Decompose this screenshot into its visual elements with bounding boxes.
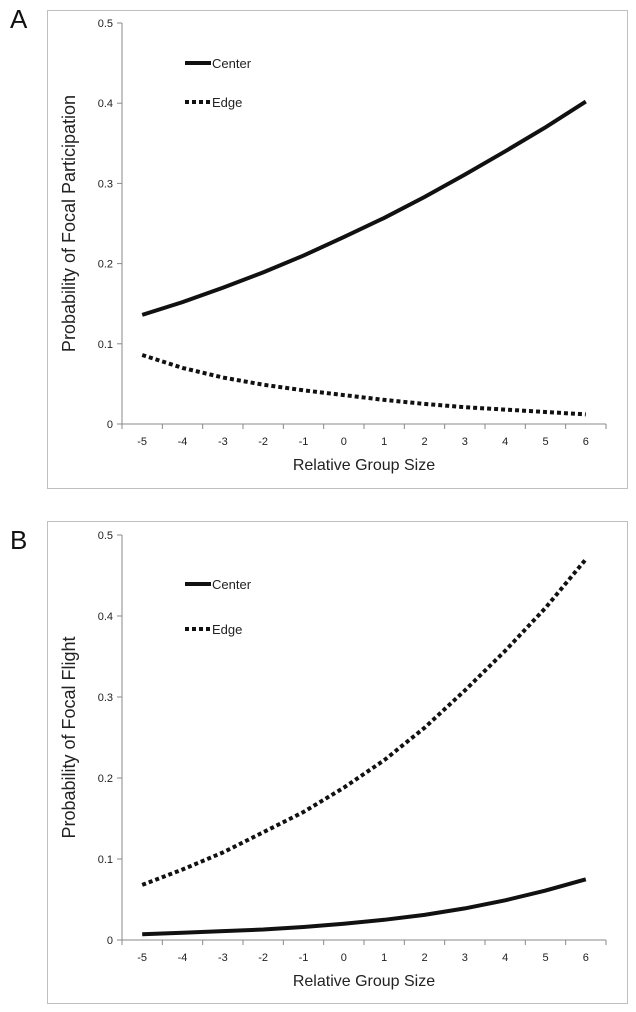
- x-tick-label: -1: [299, 436, 309, 448]
- x-tick-label: 4: [502, 436, 508, 448]
- legend-label-center: Center: [212, 577, 252, 592]
- x-tick-label: 1: [381, 952, 387, 964]
- x-tick-label: 5: [542, 436, 548, 448]
- x-tick-label: -3: [218, 952, 228, 964]
- x-tick-label: 2: [421, 952, 427, 964]
- legend-label-edge: Edge: [212, 622, 242, 637]
- y-tick-label: 0.3: [98, 692, 113, 704]
- series-line-center: [141, 99, 587, 317]
- x-tick-label: 5: [542, 952, 548, 964]
- chart-panel-b: B 0 0.1 0.2 0.3 0.4 0.5 -5 -4 -3 -2 -1 0 1 2 3 4 5 6 Relat…: [0, 505, 636, 1007]
- y-tick-label: 0.4: [98, 611, 113, 623]
- x-tick-label: -2: [258, 952, 268, 964]
- y-tick-label: 0.4: [98, 98, 113, 110]
- x-axis-title: Relative Group Size: [293, 457, 435, 474]
- panel-letter: B: [10, 525, 28, 555]
- y-tick-label: 0.2: [98, 773, 113, 785]
- x-tick-label: 3: [462, 436, 468, 448]
- x-tick-label: -1: [299, 952, 309, 964]
- x-tick-label: -5: [137, 952, 147, 964]
- y-axis-title: Probability of Focal Flight: [59, 636, 79, 838]
- x-tick-label: -4: [178, 436, 188, 448]
- y-tick-label: 0: [107, 935, 113, 947]
- y-tick-label: 0.5: [98, 530, 113, 542]
- x-tick-label: -5: [137, 436, 147, 448]
- y-tick-label: 0.1: [98, 339, 113, 351]
- x-tick-label: -4: [178, 952, 188, 964]
- y-axis-title: Probability of Focal Participation: [59, 95, 79, 352]
- series-line-edge: [141, 353, 586, 417]
- chart-frame: [47, 521, 628, 1004]
- x-tick-label: 0: [341, 952, 347, 964]
- x-tick-label: 1: [381, 436, 387, 448]
- y-tick-label: 0.1: [98, 854, 113, 866]
- x-tick-label: 0: [341, 436, 347, 448]
- x-tick-label: -3: [218, 436, 228, 448]
- series-line-edge: [141, 558, 588, 887]
- chart-frame: [47, 10, 628, 489]
- x-axis-title: Relative Group Size: [293, 973, 435, 990]
- x-tick-label: 6: [583, 952, 589, 964]
- chart-a-svg: 0 0.1 0.2 0.3 0.4 0.5 -5 -4 -3 -2 -1 0 1 2 3 4 5 6 Relativ…: [47, 10, 628, 489]
- chart-b-svg: 0 0.1 0.2 0.3 0.4 0.5 -5 -4 -3 -2 -1 0 1 2 3 4 5 6 Relativ…: [47, 521, 628, 1004]
- y-tick-label: 0.3: [98, 178, 113, 190]
- legend-label-center: Center: [212, 56, 252, 71]
- x-tick-label: 2: [421, 436, 427, 448]
- x-tick-label: 6: [583, 436, 589, 448]
- y-tick-label: 0.2: [98, 259, 113, 271]
- y-tick-label: 0.5: [98, 18, 113, 30]
- chart-panel-a: A 0 0.1 0.2 0.3 0.4 0.5 -5 -4 -3 -2 -1 0 1 2 3 4 5 6 Relat…: [0, 0, 636, 500]
- legend-label-edge: Edge: [212, 95, 242, 110]
- x-tick-label: 4: [502, 952, 508, 964]
- panel-letter: A: [10, 4, 28, 34]
- y-tick-label: 0: [107, 419, 113, 431]
- x-tick-label: -2: [258, 436, 268, 448]
- x-tick-label: 3: [462, 952, 468, 964]
- series-line-center: [142, 877, 587, 937]
